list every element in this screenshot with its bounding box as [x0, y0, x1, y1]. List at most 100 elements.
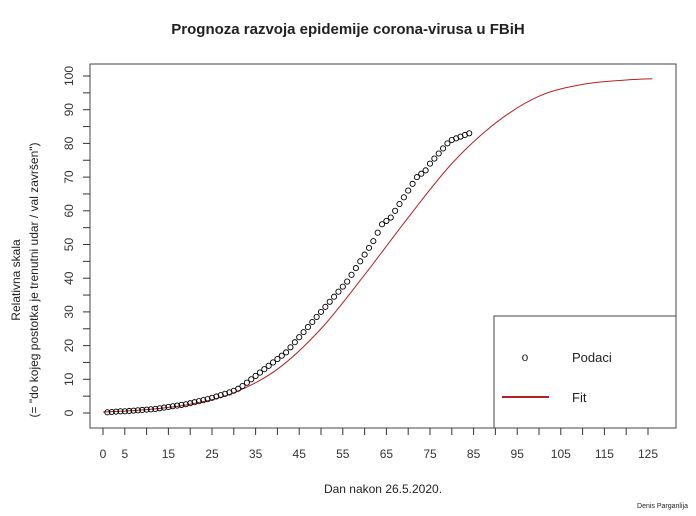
y-tick-label: 60: [62, 204, 76, 218]
x-tick-label: 95: [511, 447, 525, 461]
data-point: [178, 401, 185, 408]
data-point: [296, 334, 303, 341]
data-point: [204, 396, 211, 403]
chart-title: Prognoza razvoja epidemije corona-virusa…: [171, 21, 525, 38]
data-point: [121, 408, 128, 415]
x-tick-label: 115: [595, 447, 614, 461]
x-tick-label: 75: [423, 447, 437, 461]
data-point: [365, 244, 373, 251]
data-point: [152, 405, 159, 413]
data-point: [396, 201, 403, 208]
data-point: [265, 362, 272, 369]
y-tick-label: 100: [62, 66, 76, 86]
y-tick-label: 80: [62, 136, 76, 150]
data-point: [113, 408, 120, 415]
y-tick-label: 30: [62, 305, 76, 319]
data-point: [160, 404, 168, 411]
data-point: [217, 392, 224, 399]
legend-point-symbol: o: [522, 350, 529, 364]
data-point: [413, 174, 420, 181]
data-point: [239, 382, 246, 390]
data-point: [174, 402, 181, 409]
legend-label-podaci: Podaci: [572, 350, 612, 365]
data-point: [466, 130, 473, 137]
x-tick-label: 55: [336, 447, 350, 461]
data-point: [387, 214, 394, 221]
data-point: [283, 349, 290, 356]
data-point: [348, 271, 355, 278]
y-tick-label: 10: [62, 372, 76, 386]
legend-box: [493, 315, 677, 429]
data-point: [361, 251, 368, 258]
data-point: [352, 265, 359, 272]
data-point: [248, 376, 255, 383]
data-point: [182, 401, 189, 408]
data-point: [243, 379, 250, 386]
data-point: [139, 406, 146, 414]
x-tick-label: 35: [249, 447, 263, 461]
data-point: [252, 372, 259, 379]
x-tick-label: 125: [638, 447, 658, 461]
legend-label-fit: Fit: [572, 390, 587, 405]
data-point: [405, 187, 412, 194]
x-tick-label: 45: [293, 447, 307, 461]
plot-frame: [89, 63, 677, 429]
y-tick-label: 20: [62, 339, 76, 353]
x-tick-label: 65: [380, 447, 394, 461]
data-point: [331, 293, 338, 300]
x-tick-label: 5: [121, 447, 128, 461]
x-axis-label: Dan nakon 26.5.2020.: [323, 482, 443, 496]
y-tick-label: 70: [62, 170, 76, 184]
data-point: [300, 329, 307, 336]
y-tick-label: 90: [62, 103, 76, 117]
data-point: [195, 398, 202, 405]
x-tick-label: 25: [205, 447, 219, 461]
data-point: [126, 407, 133, 415]
data-point: [191, 399, 198, 406]
data-point: [287, 344, 294, 351]
data-point: [134, 407, 141, 414]
data-point: [222, 390, 229, 397]
data-point: [339, 283, 346, 290]
data-point: [422, 167, 429, 174]
data-point: [213, 393, 220, 400]
data-point: [278, 352, 285, 359]
x-tick-label: 105: [551, 447, 571, 461]
y-tick-label: 0: [62, 409, 76, 416]
data-point: [322, 303, 329, 310]
data-point: [392, 207, 399, 214]
data-point: [426, 160, 434, 167]
data-point: [269, 359, 277, 366]
data-point: [431, 155, 438, 162]
data-point: [117, 408, 124, 415]
data-point: [261, 366, 268, 373]
author-credit: Denis Parganlija: [637, 503, 688, 510]
data-point: [309, 318, 316, 326]
data-point: [274, 356, 281, 363]
data-point: [256, 369, 264, 376]
data-point: [344, 278, 351, 285]
x-tick-label: 0: [100, 447, 107, 461]
x-tick-label: 85: [467, 447, 481, 461]
data-point: [313, 313, 320, 321]
data-point: [200, 397, 207, 404]
data-point: [235, 385, 242, 392]
data-point: [409, 180, 416, 187]
data-point: [304, 324, 311, 331]
data-point: [378, 221, 386, 228]
data-point: [317, 308, 325, 315]
data-point: [165, 403, 172, 410]
data-point: [418, 170, 425, 177]
data-point: [156, 405, 163, 412]
data-point: [143, 406, 150, 413]
data-point: [187, 400, 194, 407]
data-point: [108, 408, 115, 416]
data-point: [169, 403, 176, 410]
data-point: [147, 406, 155, 413]
data-point: [370, 238, 377, 245]
data-point: [374, 229, 381, 236]
data-point: [291, 339, 298, 346]
data-point: [435, 150, 442, 157]
data-point: [400, 194, 407, 201]
